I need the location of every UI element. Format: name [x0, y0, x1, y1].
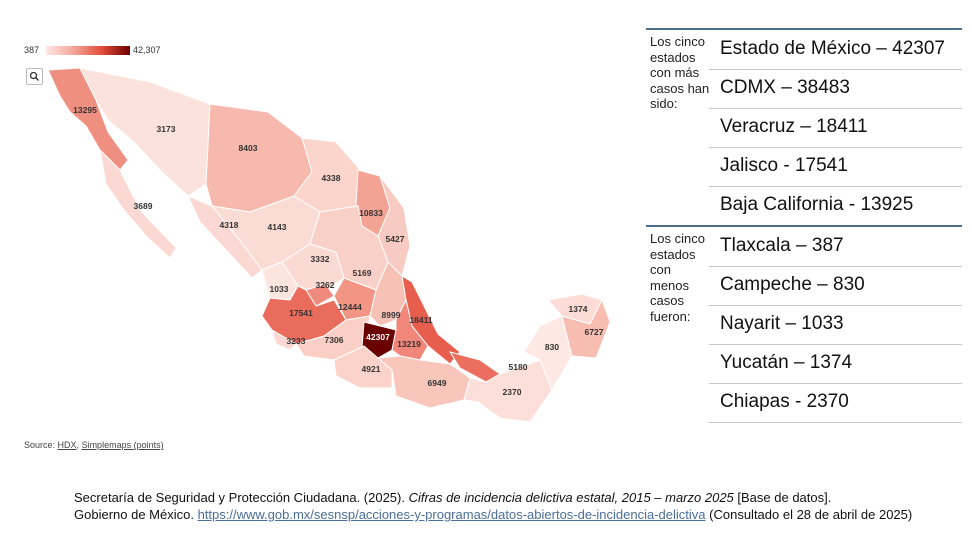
label-baja-california: 13295: [73, 105, 97, 115]
label-estado-de-mexico: 42307: [366, 332, 390, 342]
table-row: Tlaxcala – 387: [709, 227, 962, 267]
label-colima: 3233: [287, 336, 306, 346]
region-guerrero[interactable]: [333, 345, 393, 389]
map-source: Source: HDX, Simplemaps (points): [24, 440, 164, 450]
map-svg[interactable]: 13295 3173 8403 4338 3689 4318 4143 1083…: [0, 0, 640, 460]
region-jalisco[interactable]: [261, 285, 347, 345]
table-row: CDMX – 38483: [709, 69, 962, 109]
top-five-table: Los cinco estados con más casos han sido…: [646, 28, 962, 226]
region-labels: 13295 3173 8403 4338 3689 4318 4143 1083…: [73, 105, 604, 397]
row-text: Estado de México – 42307: [720, 38, 945, 59]
label-michoacan: 7306: [325, 335, 344, 345]
source-link-hdx[interactable]: HDX: [57, 440, 77, 450]
table-row: Nayarit – 1033: [709, 305, 962, 345]
label-chihuahua: 8403: [239, 143, 258, 153]
label-veracruz: 18411: [409, 315, 432, 325]
label-coahuila: 4338: [322, 173, 341, 183]
citation-publisher: Gobierno de México.: [74, 507, 198, 522]
label-aguascalientes: 3262: [316, 280, 335, 290]
table-row: Estado de México – 42307: [709, 30, 962, 70]
label-campeche: 830: [545, 342, 559, 352]
top-five-intro: Los cinco estados con más casos han sido…: [650, 34, 710, 111]
label-puebla: 13219: [397, 339, 421, 349]
row-text: Jalisco - 17541: [720, 155, 848, 176]
region-chiapas[interactable]: [463, 359, 553, 423]
table-row: Baja California - 13925: [709, 186, 962, 225]
table-row: Campeche – 830: [709, 266, 962, 306]
label-quintana-roo: 6727: [585, 327, 604, 337]
label-oaxaca: 6949: [428, 378, 447, 388]
citation-type: [Base de datos].: [733, 490, 832, 505]
region-quintana-roo[interactable]: [561, 298, 611, 359]
row-text: Baja California - 13925: [720, 194, 914, 215]
citation: Secretaría de Seguridad y Protección Ciu…: [74, 489, 934, 523]
label-yucatan: 1374: [569, 304, 588, 314]
label-chiapas: 2370: [503, 387, 522, 397]
label-tamaulipas: 5427: [386, 234, 405, 244]
bottom-five-intro: Los cinco estados con menos casos fueron…: [650, 231, 705, 324]
choropleth-map[interactable]: 13295 3173 8403 4338 3689 4318 4143 1083…: [0, 0, 640, 460]
label-sinaloa: 4318: [220, 220, 239, 230]
source-link-simplemaps[interactable]: Simplemaps (points): [81, 440, 164, 450]
bottom-five-table: Los cinco estados con menos casos fueron…: [646, 225, 962, 423]
citation-url-link[interactable]: https://www.gob.mx/sesnsp/acciones-y-pro…: [197, 507, 706, 522]
label-guerrero: 4921: [362, 364, 381, 374]
label-tabasco: 5180: [509, 362, 528, 372]
citation-author: Secretaría de Seguridad y Protección Ciu…: [74, 490, 409, 505]
region-oaxaca[interactable]: [376, 355, 471, 409]
legend-gradient-bar: [46, 46, 130, 55]
magnifier-icon: [29, 71, 39, 81]
label-nuevo-leon: 10833: [359, 208, 383, 218]
citation-title: Cifras de incidencia delictiva estatal, …: [408, 490, 734, 505]
legend-max-label: 42,307: [133, 45, 161, 55]
label-nayarit: 1033: [270, 284, 289, 294]
label-zacatecas: 3332: [311, 254, 330, 264]
label-jalisco: 17541: [289, 308, 313, 318]
region-colima[interactable]: [271, 328, 297, 351]
region-baja-california-sur[interactable]: [99, 148, 177, 259]
row-text: Campeche – 830: [720, 274, 865, 295]
row-text: Chiapas - 2370: [720, 391, 849, 412]
row-text: Tlaxcala – 387: [720, 235, 844, 256]
row-text: Veracruz – 18411: [720, 116, 868, 137]
label-durango: 4143: [268, 222, 287, 232]
label-baja-california-sur: 3689: [134, 201, 153, 211]
table-row: Jalisco - 17541: [709, 147, 962, 187]
table-row: Chiapas - 2370: [709, 383, 962, 423]
row-text: CDMX – 38483: [720, 77, 850, 98]
source-prefix: Source:: [24, 440, 58, 450]
label-sonora: 3173: [157, 124, 176, 134]
label-guanajuato: 12444: [338, 302, 362, 312]
legend-min-label: 387: [24, 45, 40, 55]
label-san-luis-potosi: 5169: [353, 268, 372, 278]
row-text: Yucatán – 1374: [720, 352, 853, 373]
table-row: Yucatán – 1374: [709, 344, 962, 384]
zoom-button[interactable]: [26, 68, 43, 85]
citation-accessed: (Consultado el 28 de abril de 2025): [705, 507, 913, 522]
region-sonora[interactable]: [79, 67, 211, 197]
row-text: Nayarit – 1033: [720, 313, 844, 334]
source-separator: ,: [76, 440, 82, 450]
table-row: Veracruz – 18411: [709, 108, 962, 148]
label-queretaro-hidalgo: 8999: [382, 310, 401, 320]
